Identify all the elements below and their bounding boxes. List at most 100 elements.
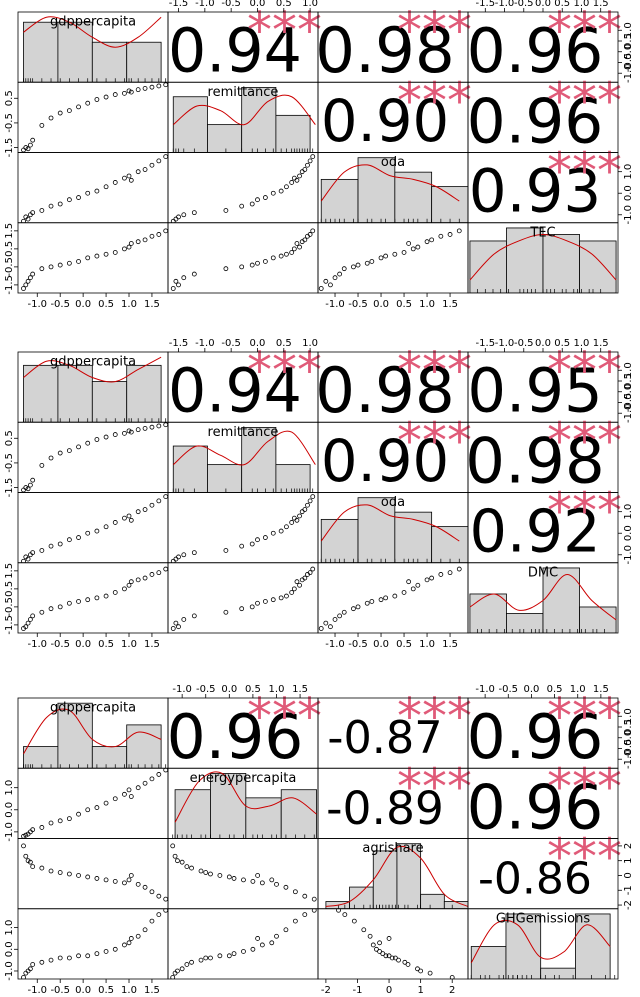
scatter-point — [76, 811, 81, 817]
scatter-point — [389, 955, 395, 961]
scatter-point — [23, 853, 29, 859]
panel — [21, 82, 168, 153]
x-tick-label: -1.0 — [28, 985, 48, 996]
scatter-point — [181, 275, 187, 281]
scatter-point — [299, 169, 305, 175]
significance-stars: *** — [547, 482, 622, 540]
significance-stars: *** — [247, 688, 322, 746]
scatter-point — [429, 237, 435, 243]
panel — [172, 771, 317, 839]
scatter-point — [173, 556, 179, 562]
histogram-bar — [349, 886, 374, 909]
scatter-point — [103, 94, 109, 100]
y-tick-label: 1.0 — [4, 920, 15, 936]
scatter-point — [156, 83, 162, 89]
correlation-value: 0.93 — [469, 158, 602, 227]
variable-name: agrishare — [362, 841, 423, 856]
scatter-point — [383, 953, 389, 959]
scatter-point — [112, 92, 118, 97]
x-tick-label: 0.5 — [554, 338, 570, 349]
significance-stars: *** — [547, 142, 622, 200]
scatter-point — [66, 871, 72, 877]
scatter-point — [21, 147, 26, 153]
panel-border — [167, 838, 319, 910]
x-tick-label: 1.0 — [574, 0, 590, 9]
scatter-point — [66, 108, 72, 113]
scatter-point — [57, 450, 63, 456]
y-tick-label: -0.5 — [623, 739, 634, 759]
y-tick-label: -1.5 — [4, 138, 15, 158]
scatter-point — [294, 177, 300, 183]
scatter-point — [438, 233, 444, 239]
scatter-point — [149, 84, 155, 90]
histogram-bar — [394, 171, 433, 223]
panel-border — [317, 562, 469, 634]
scatter-point — [255, 260, 260, 266]
scatter-point — [48, 543, 54, 549]
density-line — [469, 573, 617, 621]
correlation-value: 0.92 — [469, 497, 600, 566]
scatter-point — [25, 620, 31, 626]
scatter-point — [223, 208, 229, 213]
scatter-point — [337, 613, 343, 619]
scatter-point — [128, 517, 134, 523]
y-tick-label: 1.0 — [623, 504, 634, 520]
panel — [469, 227, 617, 293]
scatter-point — [142, 575, 148, 581]
x-tick-label: 0.0 — [250, 0, 266, 9]
correlation-value: -0.87 — [327, 712, 442, 764]
scatter-point — [291, 246, 297, 252]
histogram-bar — [23, 21, 59, 83]
histogram-bar — [91, 746, 128, 769]
scatter-point — [142, 927, 148, 933]
x-tick-label: 1.0 — [269, 684, 285, 695]
x-tick-label: -0.5 — [514, 338, 534, 349]
scatter-point — [85, 440, 91, 446]
scatter-point — [112, 590, 118, 595]
scatter-point — [142, 507, 148, 512]
histogram-bar — [280, 789, 317, 839]
scatter-point — [76, 444, 81, 450]
y-tick-label: 0.5 — [4, 241, 15, 257]
scatter-point — [447, 570, 453, 576]
scatter-point — [48, 957, 54, 963]
scatter-point — [284, 251, 289, 257]
panel — [21, 228, 168, 291]
scatter-point — [170, 286, 176, 291]
panel — [320, 497, 468, 563]
scatter-point — [289, 590, 295, 595]
correlation-value: 0.96 — [467, 86, 604, 157]
scatter-point — [249, 201, 255, 207]
scatter-point — [126, 428, 132, 434]
histogram-bar — [91, 41, 128, 83]
scatter-point — [294, 517, 300, 523]
x-tick-label: 0.0 — [373, 299, 389, 310]
y-tick-label: 0.5 — [623, 719, 634, 735]
scatter-point — [355, 604, 361, 610]
scatter-point — [27, 966, 33, 972]
scatter-point — [189, 959, 194, 965]
histogram-bar — [542, 567, 580, 633]
x-tick-label: 0.0 — [373, 639, 389, 650]
scatter-point — [449, 975, 455, 979]
histogram-bar — [470, 946, 507, 979]
scatter-point — [249, 262, 255, 268]
y-tick-label: -1.0 — [4, 822, 15, 842]
scatter-point — [259, 880, 265, 886]
density-line — [174, 771, 317, 823]
panel — [320, 157, 468, 223]
x-tick-label: 0 — [386, 985, 392, 996]
histogram-bar — [469, 240, 507, 293]
scatter-point — [406, 579, 412, 585]
x-tick-label: 2 — [449, 985, 455, 996]
variable-name: gdppercapita — [50, 355, 136, 370]
scatter-point — [307, 570, 313, 576]
y-tick-label: 0.5 — [4, 430, 15, 446]
scatter-point — [392, 955, 398, 961]
histogram-bar — [57, 702, 93, 769]
panel — [170, 843, 317, 902]
scatter-point — [135, 881, 141, 887]
scatter-point — [377, 949, 382, 954]
